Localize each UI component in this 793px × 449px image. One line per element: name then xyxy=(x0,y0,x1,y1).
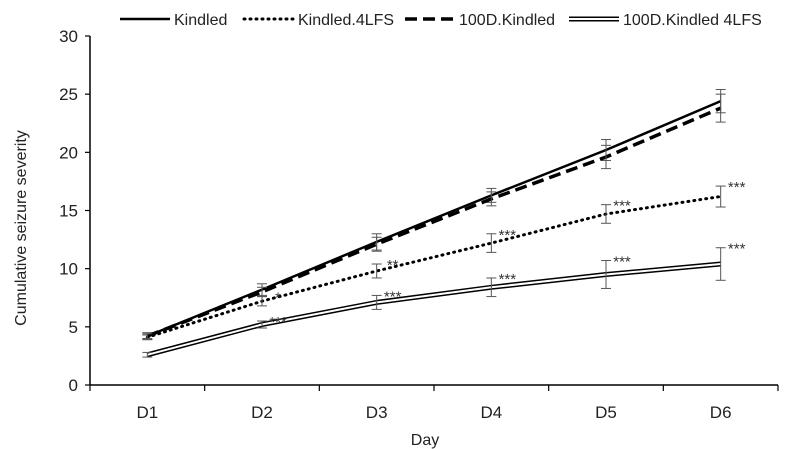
legend-item-kindled-4lfs: Kindled.4LFS xyxy=(242,12,394,29)
significance-label: * xyxy=(275,290,281,307)
significance-label: *** xyxy=(613,254,631,271)
legend-label: 100D.Kindled xyxy=(459,12,555,29)
x-tick-label: D1 xyxy=(136,403,158,422)
x-tick-label: D3 xyxy=(366,403,388,422)
significance-label: *** xyxy=(728,241,746,258)
significance-label: *** xyxy=(728,179,746,196)
significance-annotations: *************************** xyxy=(269,179,745,331)
significance-label: *** xyxy=(499,271,517,288)
legend-item-100d-kindled: 100D.Kindled xyxy=(405,12,555,29)
y-tick-label: 30 xyxy=(59,27,78,46)
series-layer xyxy=(142,89,726,358)
y-tick-label: 0 xyxy=(69,376,78,395)
x-tick-label: D5 xyxy=(595,403,617,422)
x-tick-label: D6 xyxy=(710,403,732,422)
y-tick-label: 10 xyxy=(59,260,78,279)
significance-label: *** xyxy=(499,227,517,244)
x-axis-title: Day xyxy=(411,432,439,449)
x-axis: D1 D2 D3 D4 D5 D6 xyxy=(89,384,779,422)
y-tick-label: 5 xyxy=(69,318,78,337)
significance-label: *** xyxy=(384,288,402,305)
y-tick-label: 15 xyxy=(59,202,78,221)
series-kindled xyxy=(142,89,726,341)
y-tick-label: 25 xyxy=(59,85,78,104)
legend-label: Kindled.4LFS xyxy=(298,12,394,29)
y-axis-title: Cumulative seizure severity xyxy=(13,130,30,326)
kindled-line xyxy=(146,99,722,338)
significance-label: *** xyxy=(269,314,287,331)
x-tick-label: D4 xyxy=(480,403,502,422)
legend-item-100d-kindled-4lfs: 100D.Kindled 4LFS xyxy=(569,12,762,29)
x-tick-label: D2 xyxy=(251,403,273,422)
kindled-4lfs-line xyxy=(145,195,723,339)
series-100d-kindled-4lfs xyxy=(142,247,726,358)
legend-label: 100D.Kindled 4LFS xyxy=(623,12,762,29)
series-100d-kindled xyxy=(142,93,726,339)
series-kindled-4lfs xyxy=(142,185,726,341)
100d-kindled-line xyxy=(146,106,722,338)
legend-item-kindled: Kindled xyxy=(120,12,227,29)
significance-label: ** xyxy=(387,257,399,274)
100d-kindled-4lfs-line-inner xyxy=(147,263,721,356)
legend: Kindled Kindled.4LFS 100D.Kindled 100D.Kind… xyxy=(120,12,762,29)
legend-label: Kindled xyxy=(174,12,227,29)
y-axis: 0 5 10 15 20 25 30 xyxy=(59,27,91,395)
y-tick-label: 20 xyxy=(59,143,78,162)
significance-label: *** xyxy=(613,198,631,215)
